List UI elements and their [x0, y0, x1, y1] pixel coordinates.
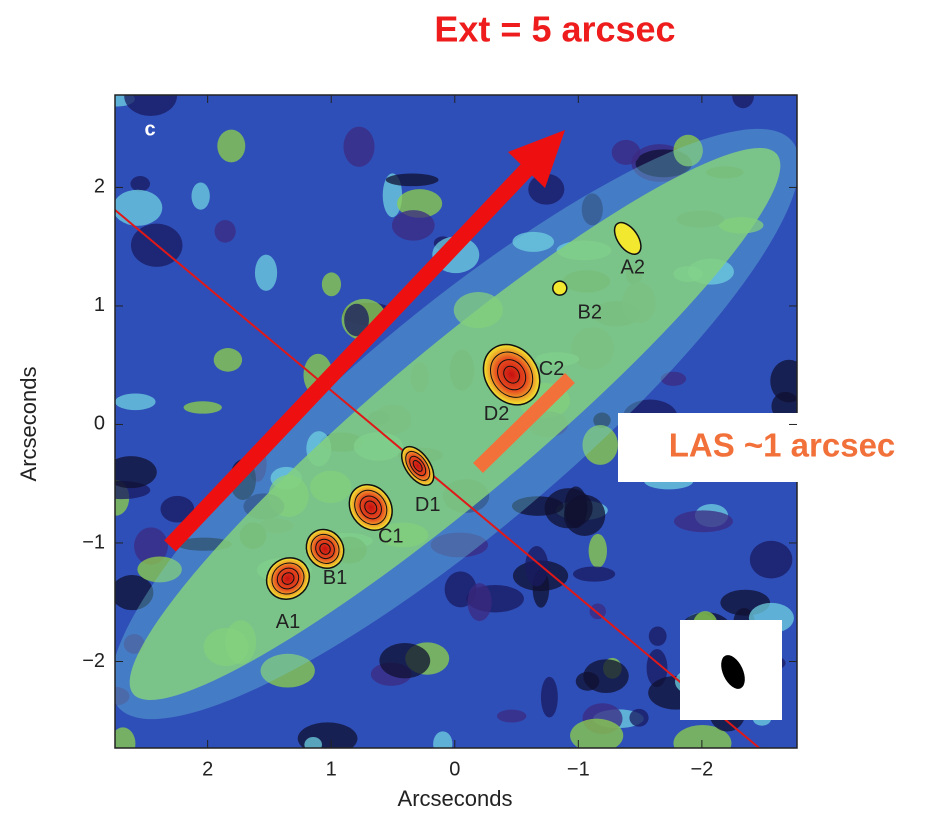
- source-label: C2: [539, 358, 565, 380]
- source-label: D1: [415, 494, 441, 516]
- panel-label: c: [144, 118, 155, 140]
- source-label: C1: [378, 526, 404, 548]
- y-tick-label: −1: [82, 531, 105, 553]
- source-label: D2: [484, 403, 510, 425]
- x-tick-label: 0: [449, 758, 460, 780]
- x-tick-label: −2: [690, 758, 713, 780]
- title: Ext = 5 arcsec: [434, 9, 675, 50]
- y-tick-label: 2: [94, 176, 105, 198]
- y-tick-label: −2: [82, 650, 105, 672]
- y-tick-label: 1: [94, 294, 105, 316]
- source-label: B2: [578, 301, 602, 323]
- x-axis-label: Arcseconds: [398, 786, 513, 811]
- y-tick-label: 0: [94, 413, 105, 435]
- x-tick-label: −1: [567, 758, 590, 780]
- x-tick-label: 2: [202, 758, 213, 780]
- y-axis-label: Arcseconds: [16, 367, 41, 482]
- las-annotation: LAS ~1 arcsec: [669, 427, 896, 464]
- x-tick-label: 1: [326, 758, 337, 780]
- source-label: B1: [323, 567, 347, 589]
- figure: Ext = 5 arcsec A1 B1 C1 D1 D2 C2 B2 A2 c LAS ~1…: [0, 0, 950, 817]
- source-label: A1: [276, 611, 300, 633]
- source-label: A2: [621, 257, 645, 279]
